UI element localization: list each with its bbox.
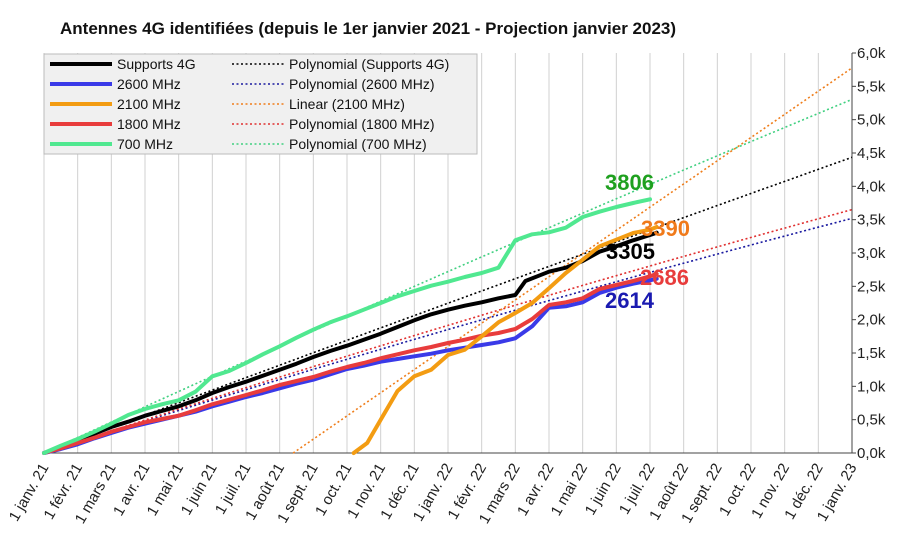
y-tick-label: 4,5k	[857, 145, 886, 162]
legend-label: 1800 MHz	[117, 116, 181, 132]
y-tick-label: 5,5k	[857, 78, 886, 95]
series-line	[42, 197, 652, 455]
legend-label: Supports 4G	[117, 56, 196, 72]
data-label: 3806	[605, 170, 654, 195]
legend-label: Polynomial (2600 MHz)	[289, 76, 435, 92]
legend-label: 2600 MHz	[117, 76, 181, 92]
y-tick-label: 3,5k	[857, 212, 886, 229]
trendline	[43, 217, 853, 454]
legend-label: Linear (2100 MHz)	[289, 96, 405, 112]
y-tick-label: 2,5k	[857, 278, 886, 295]
series-line	[42, 230, 659, 455]
y-tick-label: 2,0k	[857, 312, 886, 329]
legend: Supports 4G Polynomial (Supports 4G) 2600 …	[43, 53, 478, 155]
legend-label: 2100 MHz	[117, 96, 181, 112]
trendlines	[43, 67, 853, 454]
data-label: 2686	[640, 265, 689, 290]
y-tick-label: 5,0k	[857, 112, 886, 129]
y-tick-label: 4,0k	[857, 178, 886, 195]
y-tick-label: 3,0k	[857, 245, 886, 262]
trendline	[43, 156, 853, 454]
data-label: 3390	[641, 216, 690, 241]
legend-label: Polynomial (700 MHz)	[289, 136, 427, 152]
legend-label: Polynomial (1800 MHz)	[289, 116, 435, 132]
legend-label: Polynomial (Supports 4G)	[289, 56, 449, 72]
data-label: 3305	[606, 239, 655, 264]
data-series	[42, 197, 659, 455]
chart-title: Antennes 4G identifiées (depuis le 1er j…	[60, 19, 676, 38]
trendline	[292, 67, 853, 454]
trendline	[43, 208, 853, 454]
y-tick-label: 0,5k	[857, 412, 886, 429]
y-tick-label: 6,0k	[857, 45, 886, 62]
y-tick-label: 0,0k	[857, 445, 886, 462]
legend-label: 700 MHz	[117, 136, 173, 152]
trendline	[43, 98, 853, 454]
data-label: 2614	[605, 288, 655, 313]
series-line	[42, 271, 659, 455]
series-line	[351, 225, 659, 455]
y-tick-label: 1,5k	[857, 345, 886, 362]
y-tick-label: 1,0k	[857, 378, 886, 395]
